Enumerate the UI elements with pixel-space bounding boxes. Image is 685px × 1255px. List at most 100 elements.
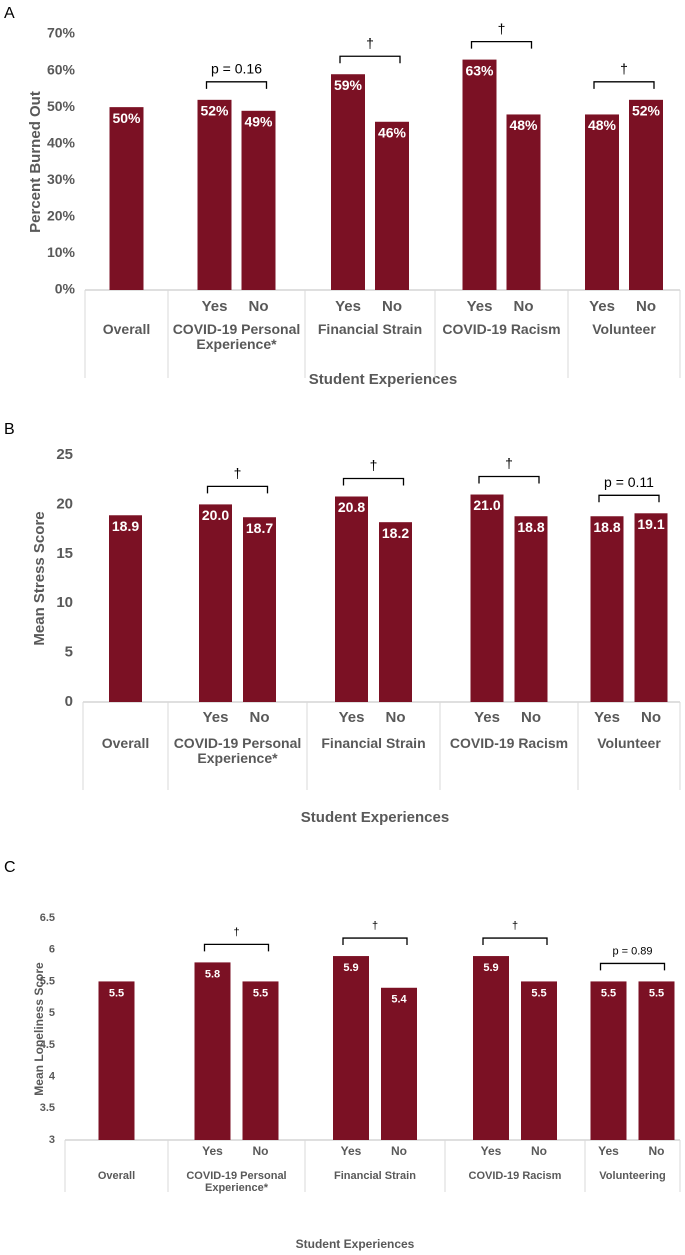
bar — [634, 513, 668, 702]
category-label: No — [641, 709, 661, 726]
y-axis-label: Mean Loneliness Score — [32, 962, 46, 1096]
bar — [241, 110, 276, 290]
significance-bracket — [470, 40, 533, 49]
category-label: No — [531, 1144, 547, 1158]
data-label: 18.9 — [112, 518, 139, 534]
bar — [331, 74, 365, 290]
group-label: COVID-19 Personal Experience* — [173, 735, 302, 767]
data-label: 18.8 — [517, 519, 544, 535]
bar — [514, 516, 548, 702]
annotation: † — [620, 61, 628, 77]
annotation: † — [234, 465, 242, 481]
y-tick-label: 4.5 — [40, 1039, 55, 1051]
y-tick-label: 25 — [56, 446, 73, 463]
y-tick-label: 3.5 — [40, 1102, 55, 1114]
group-label: Volunteering — [599, 1170, 666, 1182]
category-label: Yes — [589, 298, 615, 315]
annotation: p = 0.16 — [211, 61, 262, 77]
bar — [590, 516, 624, 702]
category-label: Yes — [598, 1144, 619, 1158]
y-tick-label: 10 — [56, 594, 73, 611]
significance-bracket — [478, 475, 540, 484]
significance-bracket — [206, 485, 269, 494]
bar — [197, 99, 232, 290]
annotation: † — [233, 926, 239, 938]
data-label: 18.7 — [246, 520, 273, 536]
group-label: Financial Strain — [334, 1170, 416, 1182]
category-label: Yes — [467, 298, 493, 315]
data-label: 48% — [588, 117, 617, 133]
data-label: 5.5 — [601, 987, 616, 999]
bar — [109, 515, 142, 702]
data-label: 5.4 — [391, 994, 407, 1006]
y-tick-label: 4 — [49, 1070, 56, 1082]
x-axis-label: Student Experiences — [309, 371, 457, 388]
significance-bracket — [342, 477, 405, 486]
x-axis-label: Student Experiences — [301, 809, 449, 826]
data-label: 5.5 — [109, 987, 124, 999]
y-tick-label: 70% — [47, 25, 76, 41]
group-label: Overall — [101, 735, 150, 751]
data-label: 52% — [200, 103, 229, 119]
data-label: 5.8 — [205, 968, 220, 980]
data-label: 21.0 — [473, 497, 500, 513]
category-label: No — [514, 298, 534, 315]
y-tick-label: 5 — [49, 1007, 55, 1019]
category-label: Yes — [341, 1144, 362, 1158]
significance-bracket — [205, 81, 268, 89]
category-label: No — [253, 1144, 269, 1158]
category-label: No — [521, 709, 541, 726]
category-label: No — [250, 709, 270, 726]
data-label: 19.1 — [637, 516, 664, 532]
bar — [629, 99, 663, 290]
bar — [506, 114, 541, 290]
bar — [109, 107, 144, 291]
bar — [98, 981, 135, 1140]
group-label: COVID-19 Personal Experience* — [186, 1170, 287, 1195]
category-label: No — [649, 1144, 665, 1158]
y-tick-label: 40% — [47, 134, 76, 150]
y-tick-label: 3 — [49, 1134, 55, 1146]
category-label: Yes — [481, 1144, 502, 1158]
group-label: Volunteer — [597, 735, 661, 751]
group-label: Overall — [102, 321, 151, 337]
category-label: No — [249, 298, 269, 315]
data-label: 63% — [465, 62, 494, 78]
category-label: Yes — [594, 709, 620, 726]
y-tick-label: 0% — [55, 281, 76, 297]
group-label: Volunteer — [592, 321, 656, 337]
category-label: Yes — [339, 709, 365, 726]
bar — [470, 494, 504, 702]
significance-bracket — [203, 943, 270, 952]
data-label: 5.5 — [531, 987, 546, 999]
data-label: 20.0 — [202, 507, 229, 523]
significance-bracket — [593, 81, 655, 89]
data-label: 49% — [244, 114, 273, 130]
category-label: Yes — [202, 1144, 223, 1158]
y-tick-label: 20 — [56, 495, 73, 512]
data-label: 46% — [378, 124, 407, 140]
data-label: 18.8 — [593, 519, 620, 535]
bar — [335, 496, 368, 702]
category-label: No — [391, 1144, 407, 1158]
y-tick-label: 6 — [49, 944, 55, 956]
category-label: No — [636, 298, 656, 315]
significance-bracket — [339, 55, 401, 64]
data-label: 48% — [509, 117, 538, 133]
category-label: Yes — [203, 709, 229, 726]
group-label: COVID-19 Racism — [442, 321, 561, 337]
data-label: 5.5 — [649, 987, 664, 999]
significance-bracket — [599, 962, 666, 971]
category-label: Yes — [202, 298, 228, 315]
category-label: No — [386, 709, 406, 726]
y-tick-label: 5 — [65, 644, 73, 661]
bar — [521, 981, 557, 1140]
y-axis-label: Mean Stress Score — [31, 511, 48, 645]
bar — [194, 962, 231, 1140]
bar — [242, 981, 279, 1140]
bar — [473, 956, 509, 1140]
y-axis-label: Percent Burned Out — [27, 91, 44, 233]
y-tick-label: 6.5 — [40, 912, 55, 924]
